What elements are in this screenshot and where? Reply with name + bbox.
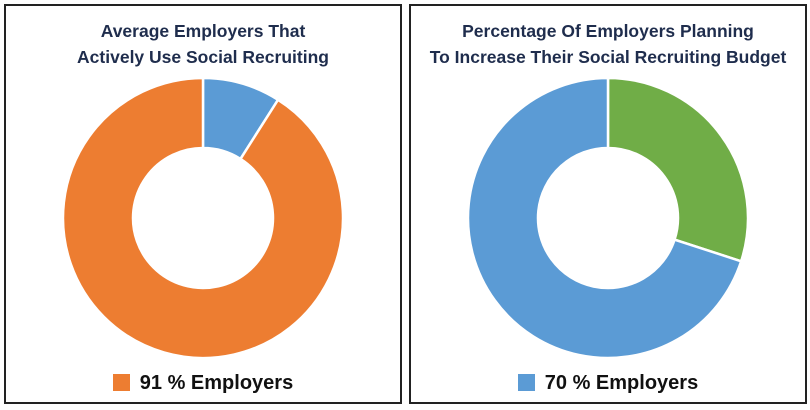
donut-slice-1 — [466, 76, 743, 360]
chart-title: Percentage Of Employers Planning To Incr… — [411, 18, 805, 70]
donut-slice-1 — [61, 76, 345, 360]
title-line-2: To Increase Their Social Recruiting Budg… — [429, 47, 787, 67]
title-line-1: Average Employers That — [100, 21, 306, 41]
title-line-1: Percentage Of Employers Planning — [462, 21, 754, 41]
chart-panel-social-recruiting-use: Average Employers That Actively Use Soci… — [4, 4, 402, 404]
donut-chart — [466, 76, 750, 360]
donut-chart — [61, 76, 345, 360]
legend-swatch — [112, 374, 130, 391]
legend-label: 91 % Employers — [139, 372, 294, 394]
legend: 91 % Employers — [6, 372, 400, 395]
chart-title: Average Employers That Actively Use Soci… — [6, 18, 400, 70]
legend-label: 70 % Employers — [544, 372, 699, 394]
donut-slice-0 — [606, 76, 750, 263]
legend-swatch — [517, 374, 535, 391]
legend: 70 % Employers — [411, 372, 805, 395]
title-line-2: Actively Use Social Recruiting — [77, 47, 329, 67]
chart-panel-budget-increase: Percentage Of Employers Planning To Incr… — [409, 4, 807, 404]
